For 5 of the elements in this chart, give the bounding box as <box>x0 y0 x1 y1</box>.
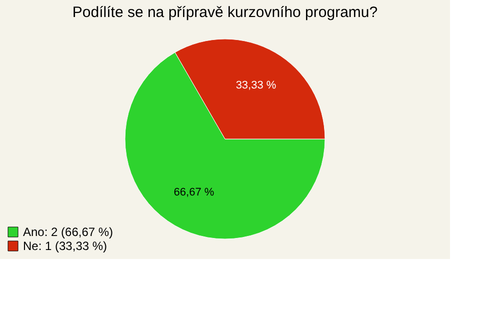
data-label: 33,33 % <box>236 79 276 92</box>
data-label: 66,67 % <box>174 186 214 199</box>
chart-title: Podílíte se na přípravě kurzovního programu? <box>72 4 378 21</box>
legend-label: Ne: 1 (33,33 %) <box>23 239 108 253</box>
legend-label: Ano: 2 (66,67 %) <box>23 225 114 239</box>
